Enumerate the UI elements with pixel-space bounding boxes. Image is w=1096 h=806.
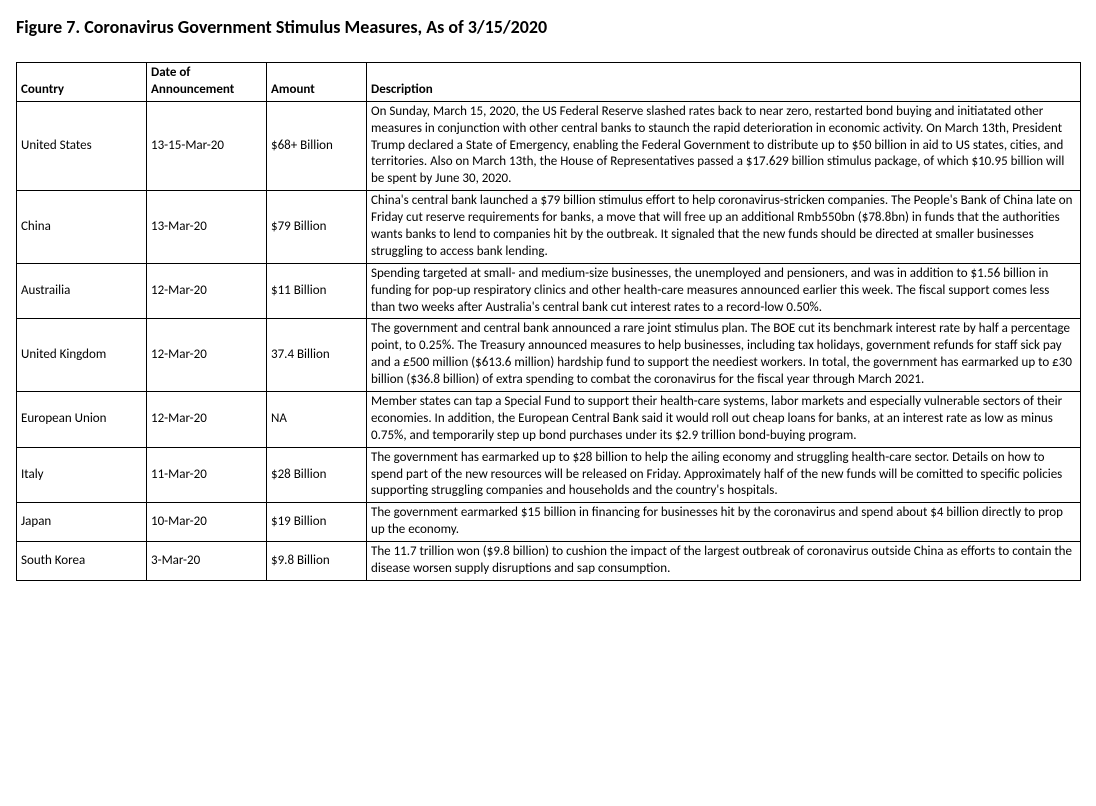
cell-date: 11-Mar-20 xyxy=(147,447,267,503)
table-header-row: Country Date of Announcement Amount Desc… xyxy=(17,63,1081,102)
cell-country: Austrailia xyxy=(17,263,147,319)
table-row: Japan10-Mar-20$19 BillionThe government … xyxy=(17,503,1081,542)
cell-description: Spending targeted at small- and medium-s… xyxy=(367,263,1081,319)
cell-date: 12-Mar-20 xyxy=(147,392,267,448)
cell-description: The government earmarked $15 billion in … xyxy=(367,503,1081,542)
cell-description: Member states can tap a Special Fund to … xyxy=(367,392,1081,448)
header-description: Description xyxy=(367,63,1081,102)
cell-country: European Union xyxy=(17,392,147,448)
cell-amount: $28 Billion xyxy=(267,447,367,503)
header-amount: Amount xyxy=(267,63,367,102)
cell-country: United Kingdom xyxy=(17,319,147,392)
cell-amount: NA xyxy=(267,392,367,448)
cell-amount: $79 Billion xyxy=(267,191,367,264)
figure-title: Figure 7. Coronavirus Government Stimulu… xyxy=(16,16,1080,38)
cell-country: China xyxy=(17,191,147,264)
cell-description: The government has earmarked up to $28 b… xyxy=(367,447,1081,503)
cell-amount: $11 Billion xyxy=(267,263,367,319)
cell-amount: $19 Billion xyxy=(267,503,367,542)
header-country: Country xyxy=(17,63,147,102)
table-row: Austrailia12-Mar-20$11 BillionSpending t… xyxy=(17,263,1081,319)
stimulus-table: Country Date of Announcement Amount Desc… xyxy=(16,62,1081,581)
header-date: Date of Announcement xyxy=(147,63,267,102)
table-row: Italy11-Mar-20$28 BillionThe government … xyxy=(17,447,1081,503)
cell-date: 10-Mar-20 xyxy=(147,503,267,542)
table-row: European Union12-Mar-20NAMember states c… xyxy=(17,392,1081,448)
cell-amount: 37.4 Billion xyxy=(267,319,367,392)
cell-date: 13-Mar-20 xyxy=(147,191,267,264)
cell-date: 13-15-Mar-20 xyxy=(147,101,267,190)
cell-date: 12-Mar-20 xyxy=(147,319,267,392)
table-row: United Kingdom12-Mar-2037.4 BillionThe g… xyxy=(17,319,1081,392)
cell-description: On Sunday, March 15, 2020, the US Federa… xyxy=(367,101,1081,190)
table-row: United States13-15-Mar-20$68+ BillionOn … xyxy=(17,101,1081,190)
cell-description: The government and central bank announce… xyxy=(367,319,1081,392)
cell-date: 12-Mar-20 xyxy=(147,263,267,319)
cell-description: China's central bank launched a $79 bill… xyxy=(367,191,1081,264)
cell-amount: $9.8 Billion xyxy=(267,542,367,581)
cell-amount: $68+ Billion xyxy=(267,101,367,190)
cell-country: Italy xyxy=(17,447,147,503)
table-row: China13-Mar-20$79 BillionChina's central… xyxy=(17,191,1081,264)
cell-description: The 11.7 trillion won ($9.8 billion) to … xyxy=(367,542,1081,581)
table-row: South Korea3-Mar-20$9.8 BillionThe 11.7 … xyxy=(17,542,1081,581)
cell-date: 3-Mar-20 xyxy=(147,542,267,581)
cell-country: United States xyxy=(17,101,147,190)
cell-country: Japan xyxy=(17,503,147,542)
cell-country: South Korea xyxy=(17,542,147,581)
